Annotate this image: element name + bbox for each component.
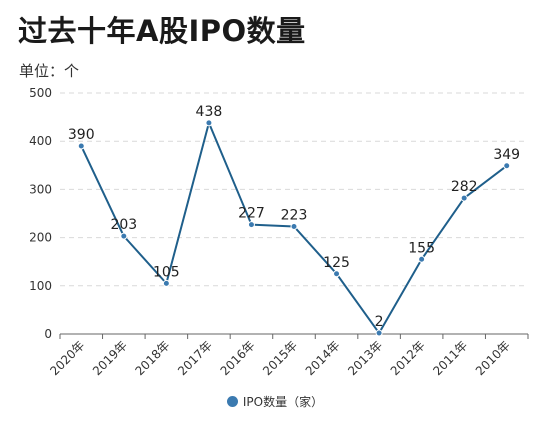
x-tick-label: 2020年: [47, 338, 87, 378]
data-label: 390: [68, 127, 95, 143]
y-tick-label: 300: [29, 182, 52, 196]
data-point: [333, 270, 341, 278]
unit-label: 单位：个: [19, 62, 80, 80]
data-label: 223: [281, 208, 308, 224]
x-tick-label: 2018年: [133, 338, 173, 378]
y-tick-label: 400: [29, 134, 52, 148]
data-label: 2: [375, 314, 384, 330]
data-label: 105: [153, 264, 180, 280]
y-tick-label: 0: [44, 327, 52, 341]
x-tick-label: 2012年: [388, 338, 428, 378]
data-label: 349: [493, 147, 520, 163]
x-tick-label: 2011年: [430, 338, 470, 378]
legend[interactable]: IPO数量（家）: [0, 393, 550, 410]
chart-title: 过去十年A股IPO数量: [18, 14, 306, 48]
y-tick-label: 500: [29, 86, 52, 100]
y-tick-label: 100: [29, 279, 52, 293]
data-label: 125: [323, 255, 350, 271]
data-point: [460, 194, 468, 202]
legend-label: IPO数量（家）: [242, 395, 324, 409]
data-point: [290, 223, 298, 231]
data-point: [77, 142, 85, 150]
data-label: 438: [196, 104, 223, 120]
data-point: [418, 255, 426, 263]
x-tick-label: 2017年: [175, 338, 215, 378]
x-tick-label: 2010年: [473, 338, 513, 378]
data-label: 227: [238, 206, 265, 222]
x-tick-label: 2014年: [303, 338, 343, 378]
x-tick-label: 2016年: [218, 338, 258, 378]
data-point: [503, 162, 511, 170]
y-tick-label: 200: [29, 231, 52, 245]
data-label: 282: [451, 179, 478, 195]
data-point: [205, 119, 213, 127]
data-point: [247, 221, 255, 229]
data-point: [375, 329, 383, 337]
legend-marker: [226, 396, 238, 407]
data-label: 203: [110, 217, 137, 233]
data-label: 155: [408, 240, 435, 256]
x-tick-label: 2015年: [260, 338, 300, 378]
x-tick-label: 2013年: [345, 338, 385, 378]
data-point: [162, 279, 170, 287]
data-point: [120, 232, 128, 240]
x-tick-label: 2019年: [90, 338, 130, 378]
